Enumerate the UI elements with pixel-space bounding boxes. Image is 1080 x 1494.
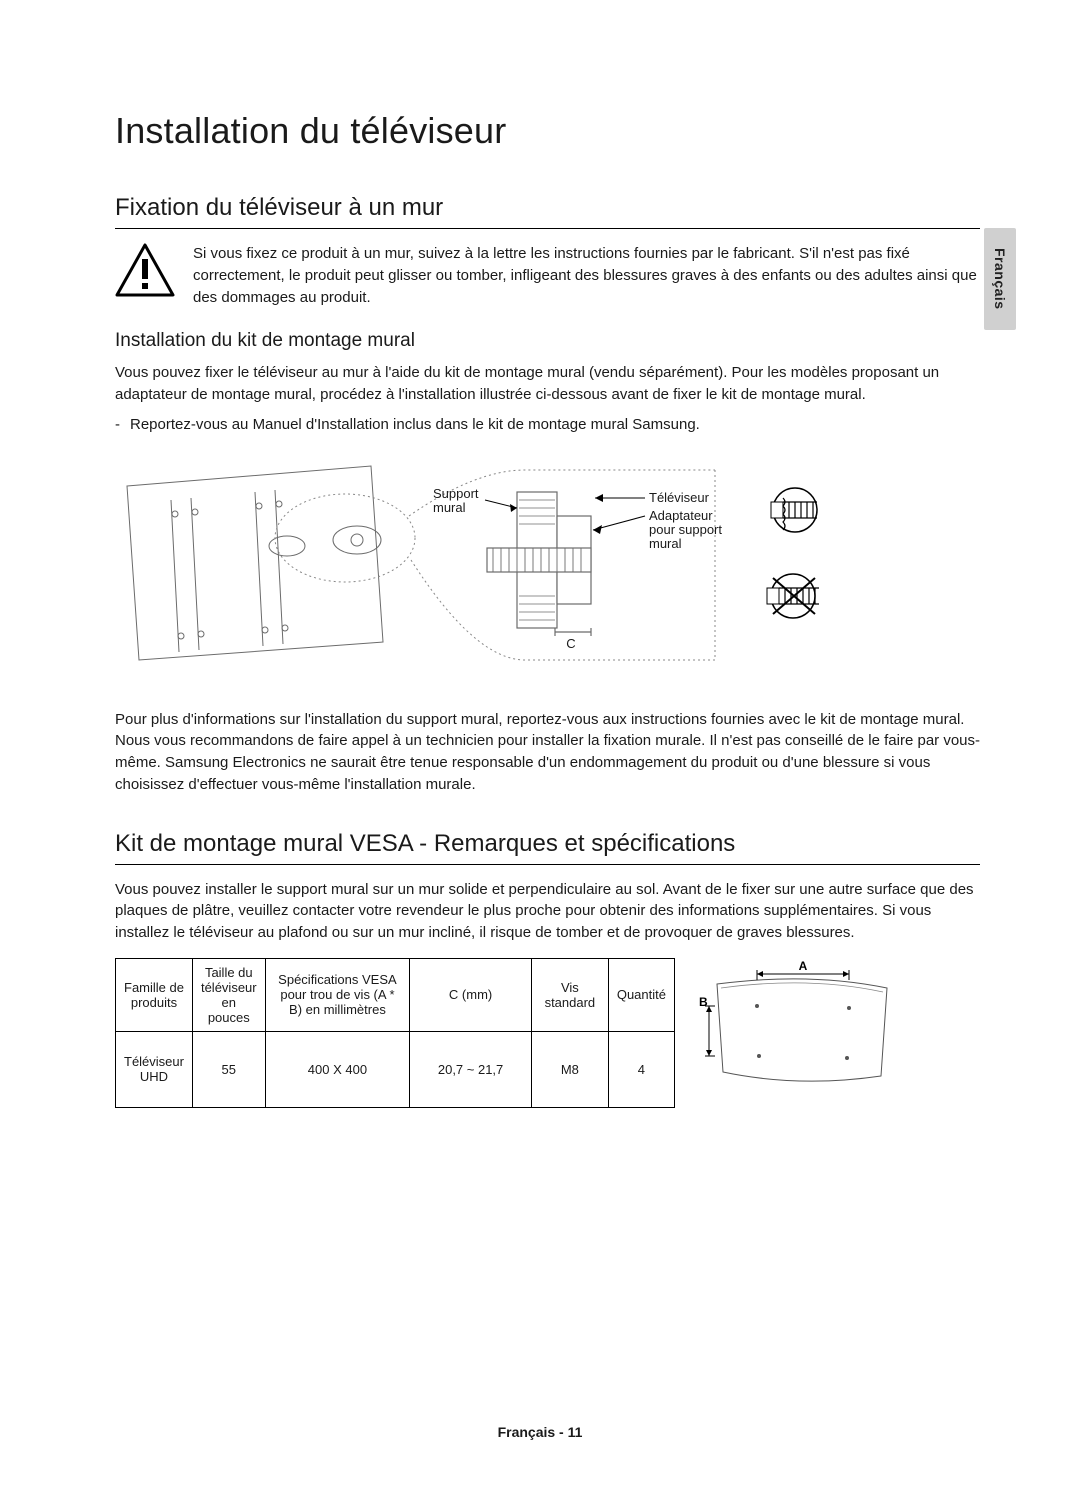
th-qty: Quantité — [608, 958, 674, 1031]
section-heading-vesa: Kit de montage mural VESA - Remarques et… — [115, 830, 980, 865]
td-vesa: 400 X 400 — [265, 1031, 410, 1107]
vesa-ab-diagram: A B — [699, 958, 895, 1088]
diagram-label-c: C — [566, 636, 575, 651]
kit-para1: Vous pouvez fixer le téléviseur au mur à… — [115, 362, 980, 406]
bullet-text: Reportez-vous au Manuel d'Installation i… — [130, 414, 700, 436]
th-c: C (mm) — [410, 958, 532, 1031]
warning-icon — [115, 243, 175, 297]
warning-text: Si vous fixez ce produit à un mur, suive… — [193, 243, 980, 308]
diagram-label-support: Supportmural — [433, 486, 479, 515]
subheading-kit: Installation du kit de montage mural — [115, 330, 980, 352]
th-taille: Taille du téléviseur en pouces — [192, 958, 265, 1031]
table-row: Téléviseur UHD 55 400 X 400 20,7 ~ 21,7 … — [116, 1031, 675, 1107]
td-taille: 55 — [192, 1031, 265, 1107]
kit-para2: Pour plus d'informations sur l'installat… — [115, 709, 980, 796]
diagram-label-tv: Téléviseur — [649, 490, 710, 505]
manual-page: Français Installation du téléviseur Fixa… — [0, 0, 1080, 1494]
vesa-para1: Vous pouvez installer le support mural s… — [115, 879, 980, 944]
bullet-item: - Reportez-vous au Manuel d'Installation… — [115, 414, 980, 436]
page-title: Installation du téléviseur — [115, 110, 980, 152]
mounting-diagram: C Supportmural Téléviseur Adaptateurpour… — [115, 460, 945, 680]
section-heading-fixation: Fixation du téléviseur à un mur — [115, 194, 980, 229]
td-qty: 4 — [608, 1031, 674, 1107]
bullet-dash: - — [115, 414, 120, 436]
vesa-label-a: A — [799, 959, 808, 973]
language-tab: Français — [984, 228, 1016, 330]
td-vis: M8 — [531, 1031, 608, 1107]
language-tab-label: Français — [992, 248, 1008, 310]
td-c: 20,7 ~ 21,7 — [410, 1031, 532, 1107]
page-footer: Français - 11 — [0, 1424, 1080, 1440]
vesa-spec-row: Famille de produits Taille du téléviseur… — [115, 958, 980, 1108]
th-vis: Vis standard — [531, 958, 608, 1031]
vesa-spec-table: Famille de produits Taille du téléviseur… — [115, 958, 675, 1108]
warning-block: Si vous fixez ce produit à un mur, suive… — [115, 243, 980, 312]
th-vesa: Spécifications VESA pour trou de vis (A … — [265, 958, 410, 1031]
vesa-label-b: B — [699, 995, 708, 1009]
th-famille: Famille de produits — [116, 958, 193, 1031]
diagram-label-adapter: Adaptateurpour supportmural — [649, 508, 722, 551]
td-famille: Téléviseur UHD — [116, 1031, 193, 1107]
